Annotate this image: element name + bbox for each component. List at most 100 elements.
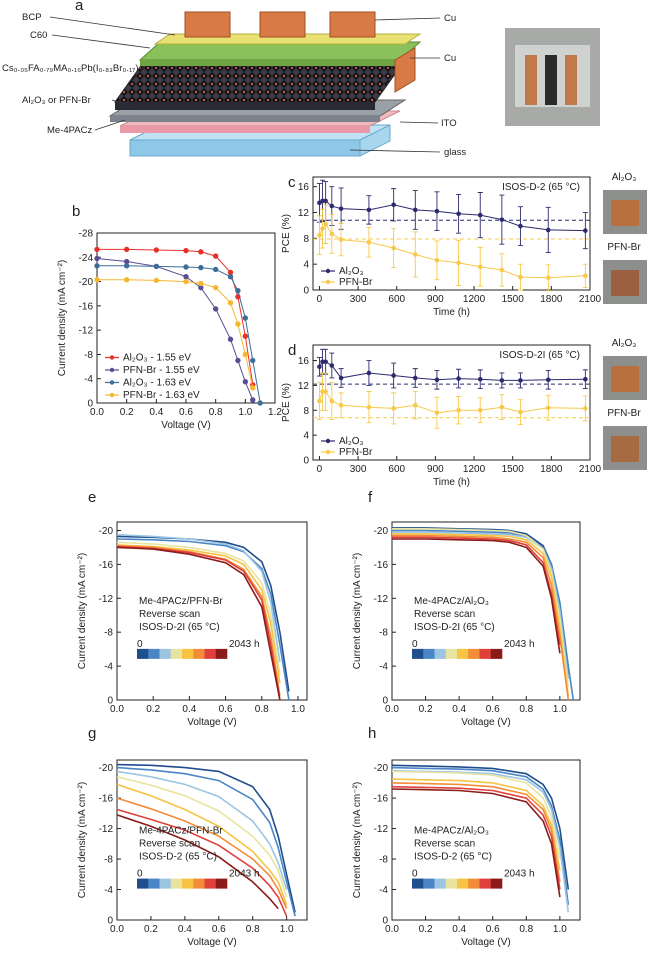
series-line xyxy=(116,770,288,890)
series-line xyxy=(97,248,254,385)
x-axis-label: Time (h) xyxy=(433,477,470,488)
data-point xyxy=(366,404,372,410)
y-tick-label: 4 xyxy=(303,260,309,271)
data-point xyxy=(329,231,335,237)
data-point xyxy=(198,249,204,255)
colorbar-segment xyxy=(170,878,183,889)
series-line xyxy=(116,541,281,675)
y-tick-label: 16 xyxy=(298,182,310,193)
data-point xyxy=(123,263,130,269)
schematic xyxy=(49,11,441,157)
colorbar-label: 2043 h xyxy=(504,869,535,880)
data-point xyxy=(317,398,322,404)
x-tick-label: 1800 xyxy=(540,464,563,475)
colorbar-segment xyxy=(423,648,435,659)
data-point xyxy=(183,274,189,280)
y-tick-label: 0 xyxy=(107,916,113,927)
colorbar-segment xyxy=(468,648,480,659)
panel-letter: a xyxy=(75,0,84,14)
plot-frame xyxy=(391,521,581,701)
y-axis-label: Current density (mA cm⁻²) xyxy=(352,782,363,898)
x-tick-label: 0.6 xyxy=(179,407,193,418)
y-tick-label: 0 xyxy=(382,696,388,707)
data-point xyxy=(183,247,189,254)
y-tick-label: -16 xyxy=(79,301,94,312)
y-tick-label: 8 xyxy=(303,406,309,417)
data-point xyxy=(242,351,249,358)
data-point xyxy=(242,315,249,321)
data-point xyxy=(518,223,523,229)
legend-swatch xyxy=(325,438,331,444)
data-point xyxy=(518,274,523,280)
colorbar-segment xyxy=(434,878,447,889)
legend-label: PFN-Br xyxy=(339,447,373,458)
data-point xyxy=(183,278,189,285)
data-point xyxy=(456,211,461,217)
colorbar-label: 2043 h xyxy=(229,639,260,650)
annotation: ISOS-D-2 (65 °C) xyxy=(139,852,217,863)
colorbar-segment xyxy=(148,878,160,889)
series-line xyxy=(392,528,570,688)
annotation: Reverse scan xyxy=(414,609,475,620)
y-tick-label: -16 xyxy=(374,794,389,805)
x-tick-label: 1.0 xyxy=(553,704,567,715)
colorbar-segment xyxy=(445,648,458,659)
y-tick-label: -16 xyxy=(374,560,389,571)
y-tick-label: -28 xyxy=(79,229,94,240)
x-tick-label: 1.0 xyxy=(291,704,305,715)
y-tick-label: -16 xyxy=(99,560,114,571)
x-tick-label: 900 xyxy=(427,294,444,305)
legend-swatch xyxy=(325,449,331,455)
y-tick-label: 0 xyxy=(382,916,388,927)
series-line xyxy=(391,788,561,898)
colorbar-segment xyxy=(479,878,492,889)
data-point xyxy=(212,266,219,273)
annotation: Reverse scan xyxy=(139,609,200,620)
x-tick-label: 0 xyxy=(317,294,323,305)
y-tick-label: -8 xyxy=(104,628,113,639)
x-tick-label: 0.0 xyxy=(385,704,399,715)
colorbar-segment xyxy=(148,648,160,659)
series-line xyxy=(116,544,281,696)
data-point xyxy=(545,377,551,383)
series-line xyxy=(391,785,561,890)
x-tick-label: 0.2 xyxy=(146,704,160,715)
series-line xyxy=(116,544,281,684)
data-point xyxy=(412,402,418,408)
data-point xyxy=(317,232,322,238)
series-line xyxy=(392,536,561,646)
data-point xyxy=(338,237,344,242)
y-tick-label: 0 xyxy=(87,399,93,410)
colorbar-label: 0 xyxy=(137,869,143,880)
colorbar-segment xyxy=(215,878,228,889)
plot-frame xyxy=(391,759,581,921)
data-point xyxy=(227,336,234,342)
x-axis-label: Voltage (V) xyxy=(461,937,510,948)
series-line xyxy=(116,545,281,701)
x-axis-label: Voltage (V) xyxy=(187,717,236,728)
series-line xyxy=(391,778,561,871)
layer-label: Cu xyxy=(444,53,456,64)
series-line xyxy=(392,534,570,701)
colorbar-label: 0 xyxy=(412,639,418,650)
y-axis-label: Current density (mA cm⁻²) xyxy=(57,260,68,376)
annotation: Me-4PACz/PFN-Br xyxy=(139,826,223,837)
colorbar-label: 2043 h xyxy=(229,869,260,880)
data-point xyxy=(518,409,523,415)
data-point xyxy=(94,277,100,283)
data-point xyxy=(198,264,204,271)
panel-letter: b xyxy=(72,203,80,220)
x-tick-label: 0.0 xyxy=(385,924,399,935)
series-line xyxy=(318,391,586,414)
data-point xyxy=(198,284,204,291)
data-point xyxy=(242,333,249,339)
y-tick-label: -4 xyxy=(379,885,388,896)
colorbar-segment xyxy=(457,878,469,889)
colorbar-segment xyxy=(159,878,172,889)
data-point xyxy=(477,407,483,413)
x-tick-label: 1.2 xyxy=(268,407,282,418)
annotation: Reverse scan xyxy=(414,839,475,850)
y-tick-label: 0 xyxy=(107,696,113,707)
x-tick-label: 2100 xyxy=(579,294,602,305)
